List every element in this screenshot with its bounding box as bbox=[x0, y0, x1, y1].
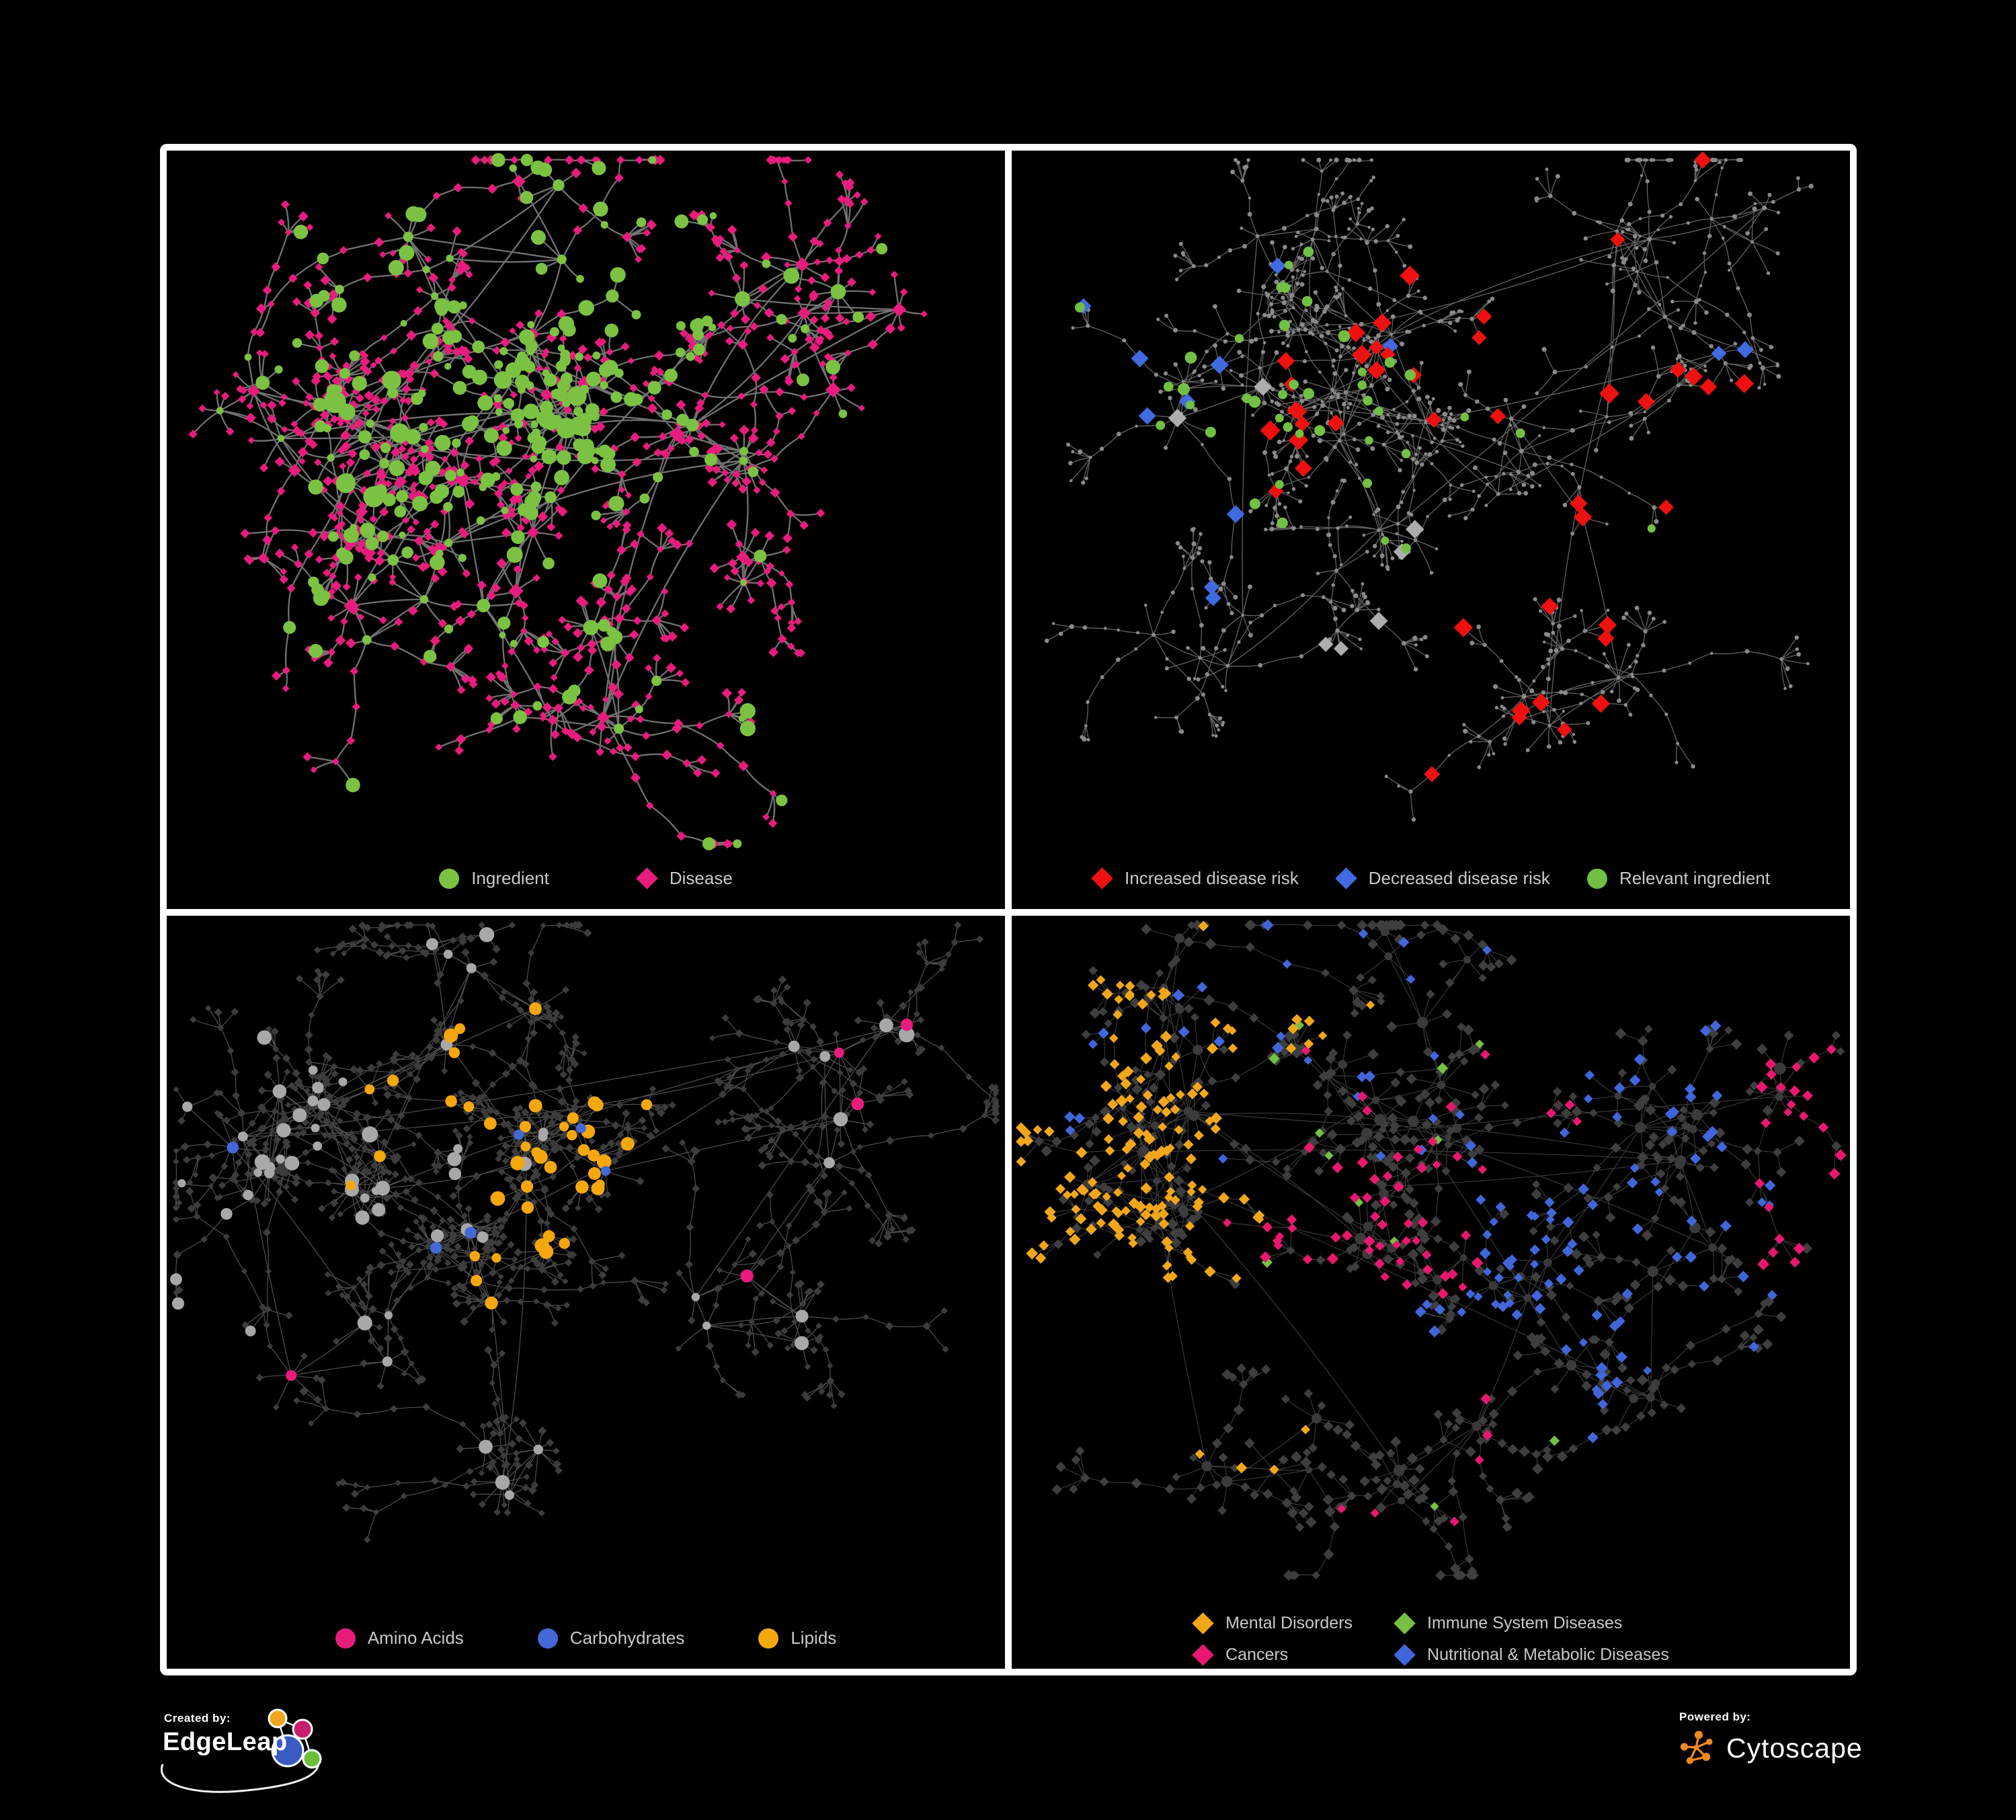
edgeleap-logo-graphic bbox=[160, 1708, 322, 1793]
graph-nodes-yellow bbox=[346, 1002, 653, 1310]
legend-label: Relevant ingredient bbox=[1619, 868, 1770, 888]
legend-marker-circle bbox=[439, 868, 460, 889]
network-graph-ingredient-categories bbox=[170, 920, 1000, 1544]
legend-label: Amino Acids bbox=[367, 1628, 464, 1648]
graph-nodes-yellow bbox=[1016, 920, 1375, 1475]
graph-edges bbox=[1020, 924, 1841, 1576]
graph-nodes-dot bbox=[1044, 157, 1814, 822]
edgeleap-node-green bbox=[302, 1749, 322, 1769]
graph-edges bbox=[1046, 159, 1812, 820]
legend-label: Carbohydrates bbox=[569, 1628, 685, 1648]
graph-nodes-dark bbox=[1020, 919, 1845, 1581]
edgeleap-brand: Created by: EdgeLeap bbox=[153, 1705, 362, 1813]
legend-item: Immune System Diseases bbox=[1394, 1612, 1669, 1634]
powered-by-label: Powered by: bbox=[1679, 1710, 1751, 1723]
legend-item: Amino Acids bbox=[335, 1628, 464, 1649]
graph-nodes-red bbox=[1260, 151, 1755, 783]
legend-label: Nutritional & Metabolic Diseases bbox=[1427, 1645, 1669, 1664]
legend-item: Cancers bbox=[1192, 1644, 1353, 1666]
legend-marker-diamond bbox=[1394, 1612, 1416, 1634]
cytoscape-icon bbox=[1680, 1731, 1713, 1764]
legend-marker-diamond bbox=[1192, 1644, 1214, 1666]
legend-item: Lipids bbox=[758, 1628, 836, 1649]
graph-nodes-green bbox=[1075, 246, 1656, 553]
network-graph-ingredient-disease bbox=[188, 153, 928, 850]
legend-item: Mental Disorders bbox=[1192, 1612, 1353, 1634]
legend-label: Cancers bbox=[1225, 1645, 1289, 1664]
legend-item: Disease bbox=[636, 867, 733, 889]
graph-nodes-g bbox=[216, 153, 888, 850]
edgeleap-node-magenta bbox=[292, 1718, 313, 1740]
legend-ingredient-disease: Ingredient Disease bbox=[167, 867, 1005, 889]
legend-marker-circle bbox=[758, 1628, 779, 1649]
edgeleap-swoosh bbox=[160, 1751, 320, 1793]
edgeleap-node-blue bbox=[271, 1734, 305, 1768]
edgeleap-network-nodes bbox=[268, 1708, 322, 1769]
legend-label: Mental Disorders bbox=[1225, 1614, 1353, 1632]
edgeleap-node-yellow bbox=[268, 1708, 288, 1729]
graph-nodes-ihub bbox=[1082, 926, 1786, 1505]
legend-label: Disease bbox=[669, 868, 733, 888]
legend-label: Lipids bbox=[791, 1628, 837, 1648]
legend-marker-circle bbox=[537, 1628, 558, 1649]
cytoscape-wordmark: Cytoscape bbox=[1726, 1732, 1863, 1764]
graph-nodes-silver bbox=[1168, 378, 1424, 656]
legend-label: Ingredient bbox=[471, 868, 549, 888]
edgeleap-wordmark: EdgeLeap bbox=[163, 1728, 288, 1756]
legend-disease-risk: Increased disease risk Decreased disease … bbox=[1012, 867, 1850, 889]
panel-ingredient-disease: Ingredient Disease bbox=[167, 151, 1005, 909]
panel-divider-horizontal bbox=[167, 909, 1850, 916]
graph-nodes-dark bbox=[172, 920, 1000, 1544]
legend-label: Decreased disease risk bbox=[1368, 868, 1550, 888]
graph-nodes-p bbox=[188, 155, 928, 849]
legend-item: Decreased disease risk bbox=[1334, 867, 1550, 889]
legend-item: Nutritional & Metabolic Diseases bbox=[1394, 1644, 1669, 1666]
legend-marker-diamond bbox=[1192, 1612, 1214, 1634]
legend-item: Increased disease risk bbox=[1091, 867, 1299, 889]
legend-item: Ingredient bbox=[439, 868, 549, 889]
panel-ingredient-categories: Amino Acids Carbohydrates Lipids bbox=[167, 916, 1005, 1669]
legend-marker-diamond bbox=[636, 867, 658, 889]
legend-marker-circle bbox=[335, 1628, 356, 1649]
legend-disease-categories: Mental Disorders Immune System Diseases Ca… bbox=[1012, 1612, 1850, 1666]
legend-label: Immune System Diseases bbox=[1427, 1614, 1623, 1632]
graph-nodes-blue bbox=[1064, 919, 1777, 1443]
legend-item: Relevant ingredient bbox=[1586, 868, 1770, 889]
created-by-label: Created by: bbox=[164, 1712, 231, 1725]
figure-frame: Ingredient Disease Increased disease risk… bbox=[160, 144, 1857, 1675]
legend-marker-diamond bbox=[1334, 867, 1357, 889]
network-graph-disease-categories bbox=[1016, 919, 1847, 1581]
cytoscape-brand: Powered by: Cytoscape bbox=[1679, 1710, 1867, 1791]
legend-marker-circle bbox=[1586, 868, 1607, 889]
graph-edges bbox=[175, 924, 996, 1540]
panel-disease-categories: Mental Disorders Immune System Diseases Ca… bbox=[1012, 916, 1850, 1669]
legend-marker-diamond bbox=[1091, 867, 1113, 889]
network-graph-disease-risk bbox=[1044, 151, 1814, 822]
legend-ingredient-categories: Amino Acids Carbohydrates Lipids bbox=[167, 1628, 1005, 1649]
graph-nodes-blue bbox=[1076, 258, 1754, 606]
legend-item: Carbohydrates bbox=[537, 1628, 685, 1649]
panel-disease-risk: Increased disease risk Decreased disease … bbox=[1012, 151, 1850, 909]
legend-label: Increased disease risk bbox=[1125, 868, 1299, 888]
legend-marker-diamond bbox=[1394, 1644, 1416, 1666]
